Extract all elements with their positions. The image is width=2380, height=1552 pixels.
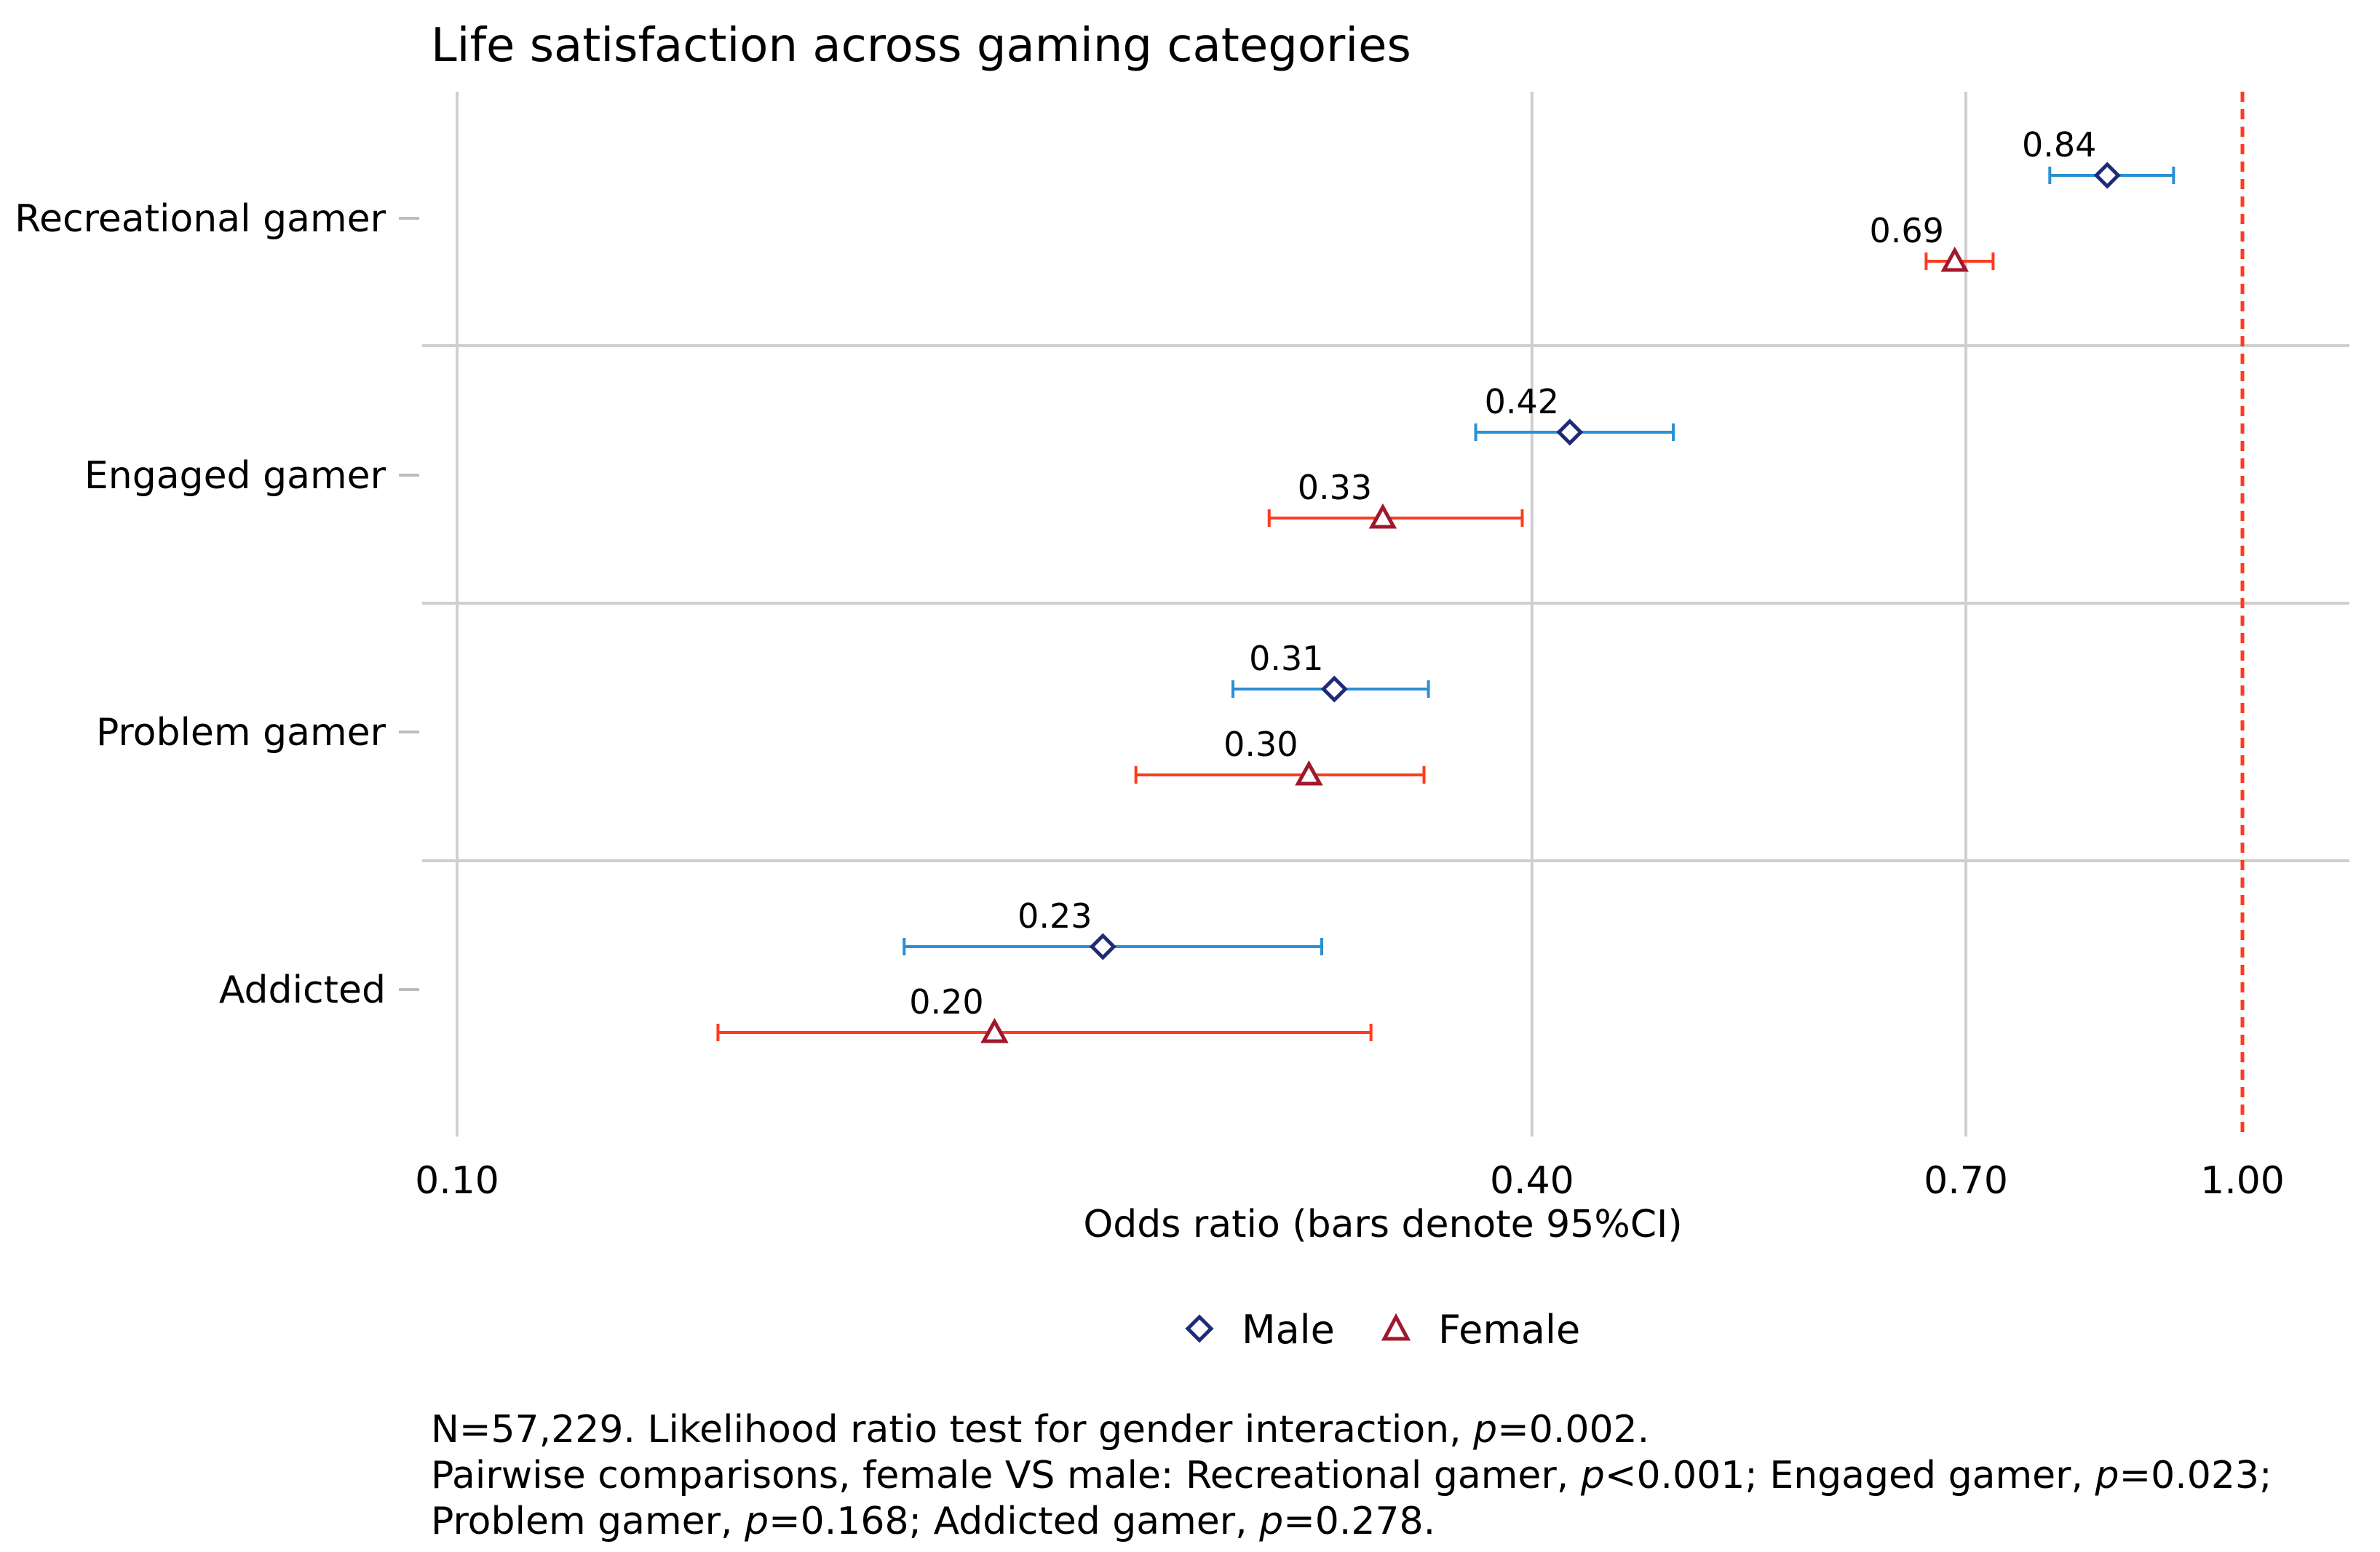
- footnote-line-3: Problem gamer, p=0.168; Addicted gamer, …: [431, 1500, 1435, 1543]
- fn3-seg-2: =0.168; Addicted gamer,: [769, 1500, 1259, 1543]
- fn2-seg-1: p: [1580, 1454, 1605, 1497]
- fn2-seg-4: =0.023;: [2119, 1454, 2272, 1497]
- series-male: 0.84 0.42 0.31 0.23: [903, 125, 2175, 960]
- male-3-value-label: 0.23: [1018, 896, 1092, 936]
- y-label-0: Recreational gamer: [15, 197, 386, 241]
- footnote-line-2: Pairwise comparisons, female VS male: Re…: [431, 1454, 2272, 1497]
- y-label-2: Problem gamer: [96, 711, 386, 755]
- male-2-marker-diamond-icon: [1320, 675, 1348, 703]
- x-axis-label: Odds ratio (bars denote 95%CI): [1083, 1203, 1682, 1246]
- y-tick-marks: [399, 217, 419, 991]
- male-0-marker-diamond-icon: [2093, 162, 2121, 189]
- x-tick-label-0: 0.10: [415, 1159, 499, 1203]
- fn3-seg-4: =0.278.: [1283, 1500, 1435, 1543]
- female-1-value-label: 0.33: [1298, 468, 1372, 507]
- legend: Male Female: [1185, 1307, 1580, 1353]
- female-3-value-label: 0.20: [909, 982, 983, 1022]
- fn3-seg-0: Problem gamer,: [431, 1500, 745, 1543]
- fn2-seg-3: p: [2095, 1454, 2119, 1497]
- male-1-marker-diamond-icon: [1556, 418, 1584, 446]
- y-axis-category-labels: Recreational gamer Engaged gamer Problem g…: [15, 197, 386, 1012]
- y-label-1: Engaged gamer: [84, 454, 386, 498]
- series-female: 0.69 0.33 0.30 0.20: [716, 211, 1995, 1043]
- x-tick-label-2: 0.70: [1924, 1159, 2008, 1203]
- male-3-marker-diamond-icon: [1089, 933, 1116, 960]
- gridlines: [422, 92, 2349, 1137]
- footnote-line-1: N=57,229. Likelihood ratio test for gend…: [431, 1408, 1649, 1452]
- data-marks: 0.84 0.42 0.31 0.23 0.69 0.33 0.30 0.20: [716, 125, 2175, 1043]
- footnote-line-1-post: =0.002.: [1497, 1408, 1649, 1452]
- footnote: N=57,229. Likelihood ratio test for gend…: [431, 1408, 2272, 1543]
- female-0-value-label: 0.69: [1869, 211, 1943, 250]
- fn3-seg-1: p: [744, 1500, 769, 1543]
- legend-female-triangle-icon: [1381, 1313, 1411, 1341]
- female-0-marker-triangle-icon: [1940, 246, 1969, 272]
- fn2-seg-2: <0.001; Engaged gamer,: [1605, 1454, 2095, 1497]
- female-2-marker-triangle-icon: [1295, 760, 1323, 786]
- male-1-value-label: 0.42: [1485, 382, 1559, 421]
- footnote-line-1-p: p: [1472, 1408, 1497, 1452]
- footnote-line-1-pre: N=57,229. Likelihood ratio test for gend…: [431, 1408, 1473, 1452]
- legend-male-diamond-icon: [1185, 1314, 1214, 1343]
- fn2-seg-0: Pairwise comparisons, female VS male: Re…: [431, 1454, 1581, 1497]
- x-axis-tick-labels: 0.10 0.40 0.70 1.00: [415, 1159, 2285, 1203]
- male-0-value-label: 0.84: [2022, 125, 2096, 164]
- legend-female-label: Female: [1438, 1307, 1580, 1353]
- male-2-value-label: 0.31: [1249, 639, 1323, 678]
- x-tick-label-1: 0.40: [1490, 1159, 1574, 1203]
- female-1-marker-triangle-icon: [1368, 503, 1397, 529]
- fn3-seg-3: p: [1258, 1500, 1283, 1543]
- x-tick-label-3: 1.00: [2200, 1159, 2285, 1203]
- y-label-3: Addicted: [219, 968, 386, 1012]
- female-2-value-label: 0.30: [1223, 725, 1298, 764]
- female-3-marker-triangle-icon: [980, 1017, 1009, 1043]
- legend-male-label: Male: [1242, 1307, 1335, 1353]
- chart-title: Life satisfaction across gaming categori…: [431, 19, 1411, 73]
